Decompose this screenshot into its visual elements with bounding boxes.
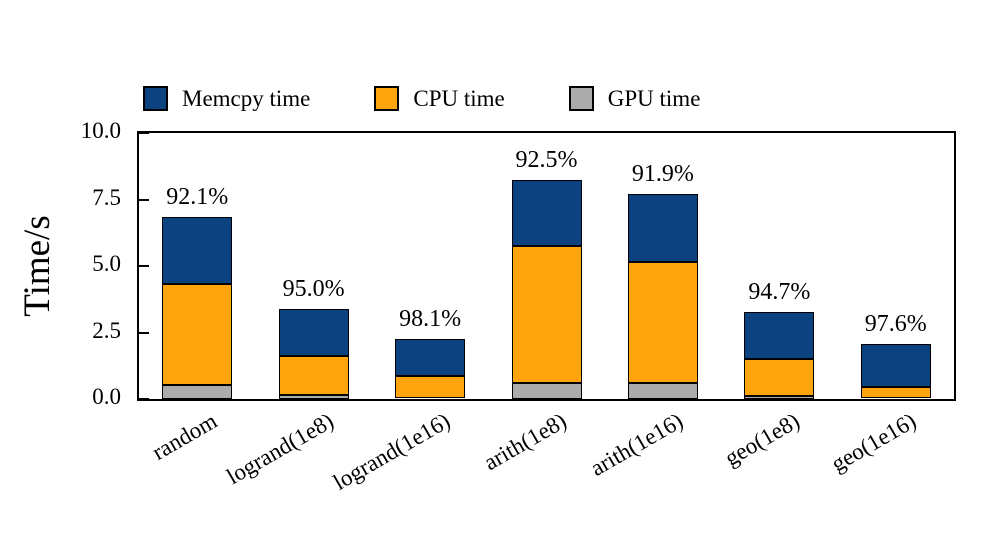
plot-area: 92.1% 95.0% 98.1% 92.5% 91.9% 94.7% 97.6% [137, 131, 956, 401]
legend-label: CPU time [413, 85, 505, 111]
y-tick-mark [139, 398, 149, 400]
bar-logrand(1e16) [395, 339, 466, 399]
y-tick-label: 10.0 [80, 118, 121, 143]
legend-label: GPU time [607, 85, 701, 111]
bar-segment-gpu [162, 385, 233, 399]
y-tick-label: 5.0 [92, 251, 121, 276]
x-tick-label: arith(1e16) [585, 408, 687, 481]
bar-segment-memcpy [395, 339, 466, 377]
bar-segment-memcpy [511, 179, 582, 247]
y-tick-label: 0.0 [92, 384, 121, 409]
legend-swatch-icon [374, 85, 400, 111]
y-tick-mark [139, 198, 149, 201]
bar-value-label: 95.0% [282, 275, 345, 302]
bar-segment-gpu [511, 383, 582, 399]
x-tick-label: arith(1e8) [479, 408, 571, 476]
legend-swatch-icon [568, 85, 594, 111]
bar-segment-cpu [511, 246, 582, 384]
bar-segment-gpu [627, 383, 698, 399]
y-tick-mark [139, 265, 149, 267]
bar-segment-cpu [860, 387, 931, 399]
x-tick-label: random [147, 408, 222, 465]
bar-segment-cpu [395, 376, 466, 399]
y-tick-mark [139, 132, 149, 134]
legend-item: CPU time [374, 85, 505, 111]
bar-value-label: 97.6% [864, 311, 927, 338]
bar-arith(1e8) [511, 179, 582, 399]
x-tick-label: logrand(1e8) [222, 408, 338, 490]
legend-item: GPU time [568, 85, 701, 111]
bar-arith(1e16) [627, 194, 698, 399]
x-tick-label: geo(1e16) [826, 408, 920, 477]
bar-logrand(1e8) [278, 308, 349, 399]
bar-value-label: 94.7% [748, 278, 811, 305]
bar-segment-cpu [744, 359, 815, 396]
bar-segment-gpu [278, 395, 349, 399]
y-tick-mark [139, 331, 149, 334]
bar-value-label: 91.9% [631, 161, 694, 188]
bar-segment-cpu [627, 262, 698, 384]
bar-value-label: 98.1% [399, 306, 462, 333]
legend-label: Memcpy time [182, 85, 311, 111]
bar-random [162, 216, 233, 399]
bar-segment-cpu [162, 283, 233, 386]
bar-segment-gpu [744, 395, 815, 399]
bar-geo(1e16) [860, 344, 931, 399]
bar-segment-memcpy [278, 308, 349, 357]
bar-segment-memcpy [162, 216, 233, 284]
legend-swatch-icon [143, 85, 168, 111]
bar-value-label: 92.5% [515, 146, 578, 173]
legend-item: Memcpy time [143, 85, 311, 111]
bar-segment-memcpy [860, 344, 931, 388]
bar-segment-memcpy [627, 194, 698, 263]
y-tick-label: 2.5 [92, 317, 121, 343]
x-tick-label: logrand(1e16) [328, 408, 455, 495]
y-tick-label: 7.5 [92, 184, 121, 210]
bar-geo(1e8) [744, 311, 815, 399]
x-tick-label: geo(1e8) [720, 408, 804, 471]
legend: Memcpy time CPU time GPU time [143, 82, 700, 114]
bar-value-label: 92.1% [166, 183, 229, 210]
bar-segment-cpu [278, 356, 349, 396]
bar-segment-memcpy [744, 311, 815, 360]
